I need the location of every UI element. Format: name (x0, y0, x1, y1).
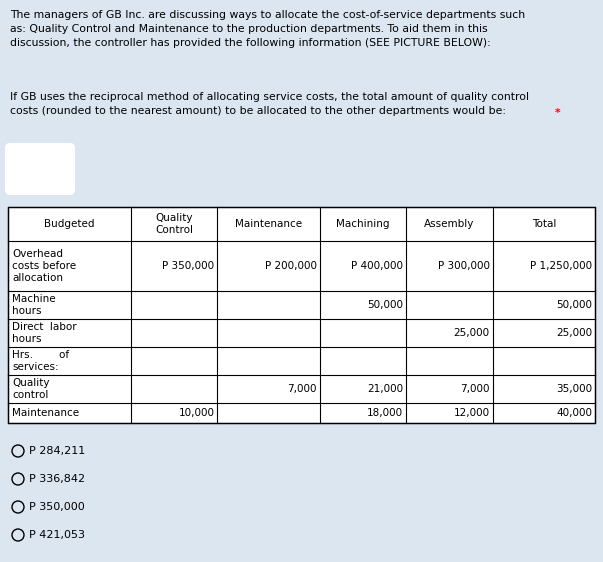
Text: 18,000: 18,000 (367, 408, 403, 418)
Text: P 350,000: P 350,000 (162, 261, 214, 271)
Text: Total: Total (532, 219, 556, 229)
Text: 40,000: 40,000 (556, 408, 592, 418)
Text: P 1,250,000: P 1,250,000 (530, 261, 592, 271)
Text: If GB uses the reciprocal method of allocating service costs, the total amount o: If GB uses the reciprocal method of allo… (10, 92, 529, 116)
Text: 7,000: 7,000 (460, 384, 490, 394)
Text: *: * (555, 108, 561, 118)
Text: 7,000: 7,000 (287, 384, 317, 394)
Text: 10,000: 10,000 (178, 408, 214, 418)
Text: Quality
Control: Quality Control (155, 213, 193, 235)
Text: Direct  labor
hours: Direct labor hours (12, 322, 77, 344)
Text: 21,000: 21,000 (367, 384, 403, 394)
Text: P 284,211: P 284,211 (29, 446, 85, 456)
Text: Machining: Machining (336, 219, 390, 229)
Text: 12,000: 12,000 (453, 408, 490, 418)
Text: The managers of GB Inc. are discussing ways to allocate the cost-of-service depa: The managers of GB Inc. are discussing w… (10, 10, 525, 48)
Bar (8, 207, 595, 423)
Text: Overhead
costs before
allocation: Overhead costs before allocation (12, 248, 76, 283)
Text: Budgeted: Budgeted (44, 219, 95, 229)
Text: P 350,000: P 350,000 (29, 502, 85, 512)
Text: P 421,053: P 421,053 (29, 530, 85, 540)
Text: P 336,842: P 336,842 (29, 474, 85, 484)
FancyBboxPatch shape (5, 143, 75, 195)
Text: P 400,000: P 400,000 (351, 261, 403, 271)
Text: Machine
hours: Machine hours (12, 294, 55, 316)
Text: Quality
control: Quality control (12, 378, 49, 400)
Text: Assembly: Assembly (424, 219, 475, 229)
Text: Hrs.        of
services:: Hrs. of services: (12, 350, 69, 372)
Text: 25,000: 25,000 (453, 328, 490, 338)
Text: P 300,000: P 300,000 (438, 261, 490, 271)
Text: Maintenance: Maintenance (235, 219, 302, 229)
Text: Maintenance: Maintenance (12, 408, 79, 418)
Text: 25,000: 25,000 (556, 328, 592, 338)
Text: 50,000: 50,000 (556, 300, 592, 310)
Text: 50,000: 50,000 (367, 300, 403, 310)
Text: P 200,000: P 200,000 (265, 261, 317, 271)
Text: 35,000: 35,000 (556, 384, 592, 394)
